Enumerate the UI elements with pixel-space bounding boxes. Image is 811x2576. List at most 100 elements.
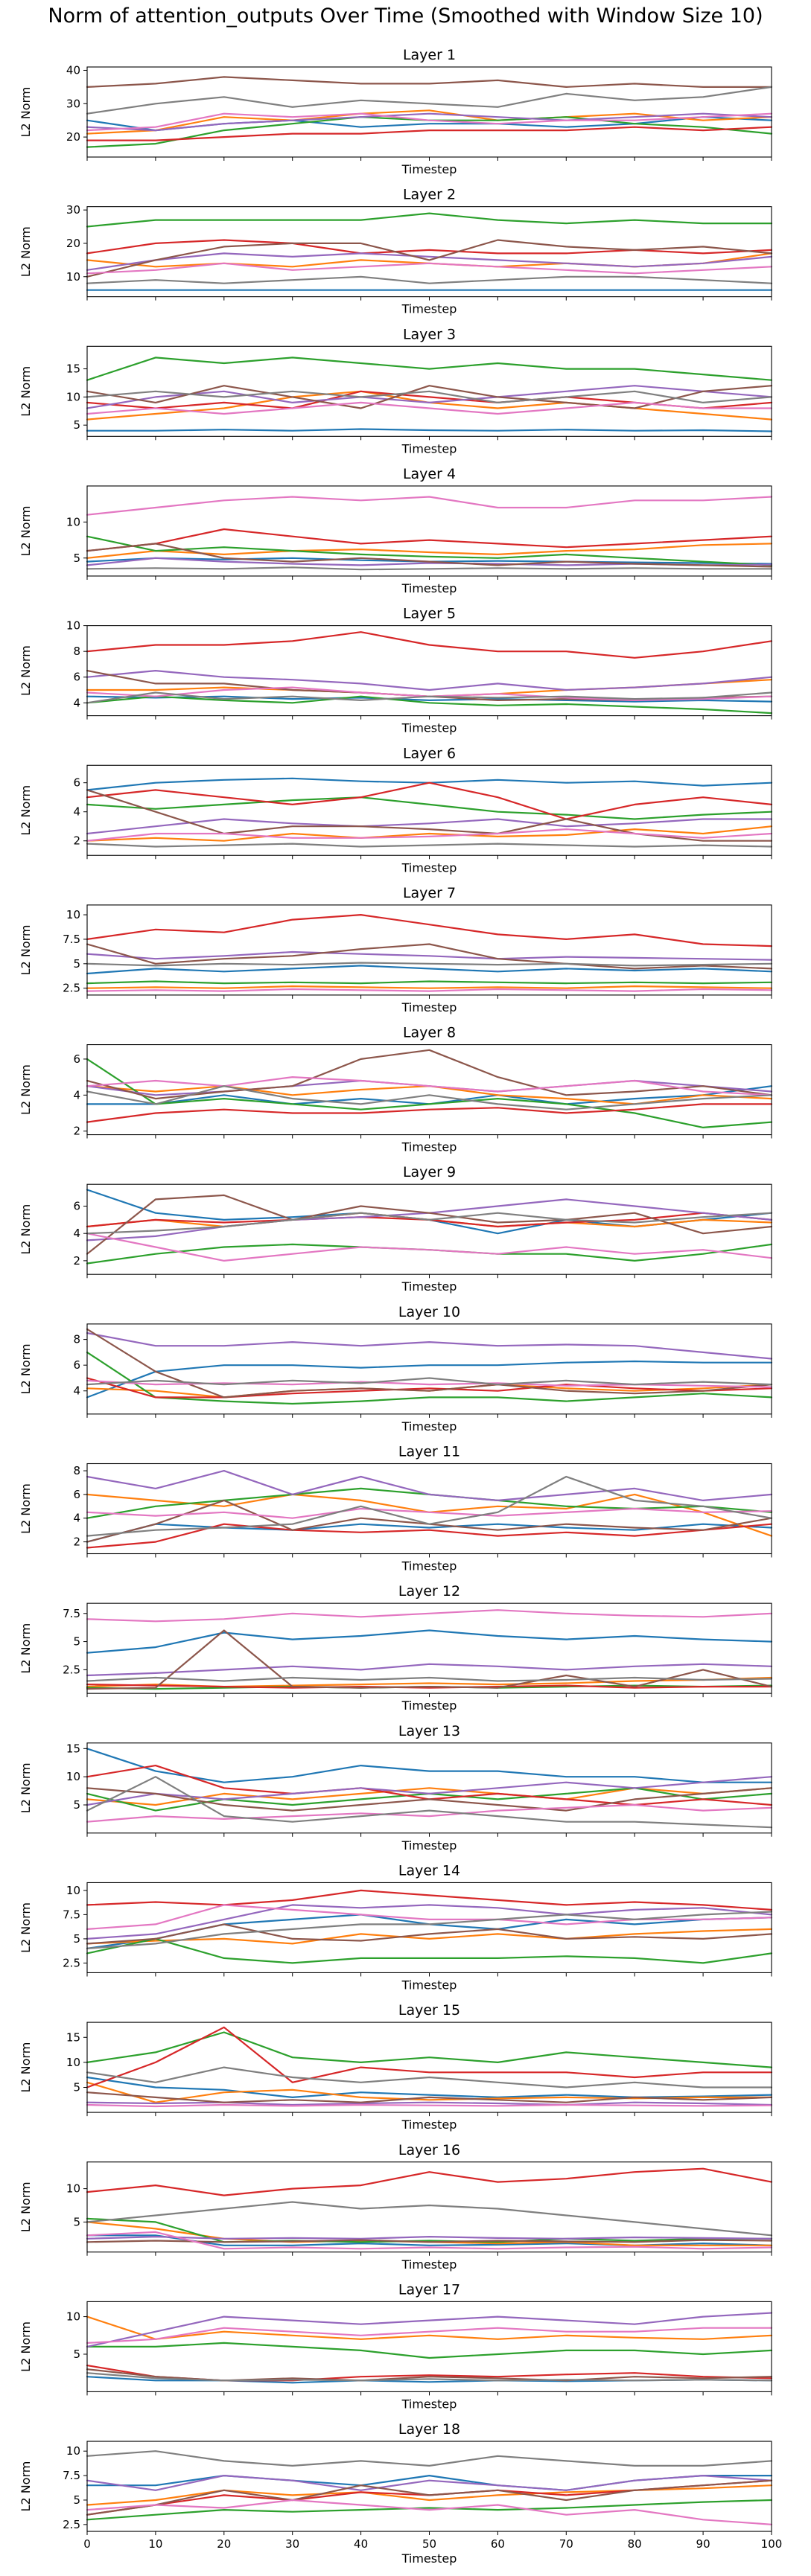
series-line-1 xyxy=(86,1629,773,1654)
y-tick-label: 4 xyxy=(73,1088,80,1102)
series-line-8 xyxy=(86,275,773,284)
y-axis-label: L2 Norm xyxy=(19,1623,33,1674)
series-line-5 xyxy=(86,818,773,835)
x-tick-label: 20 xyxy=(217,2537,231,2551)
series-line-8 xyxy=(86,2372,773,2382)
y-tick-label: 30 xyxy=(66,97,80,110)
y-tick-label: 15 xyxy=(66,362,80,376)
panel-layer-4: Layer 4 5 10 Timestep L2 Norm xyxy=(19,466,773,595)
series-line-6 xyxy=(86,789,773,842)
x-axis-label: Timestep xyxy=(401,721,457,735)
series-line-5 xyxy=(86,1332,773,1360)
series-line-3 xyxy=(86,1937,773,1964)
panel-title: Layer 3 xyxy=(403,326,456,342)
series-line-7 xyxy=(86,262,773,275)
y-tick-label: 10 xyxy=(66,390,80,403)
series-line-3 xyxy=(86,695,773,715)
y-axis-label: L2 Norm xyxy=(19,1064,33,1115)
x-axis-label: Timestep xyxy=(401,581,457,595)
y-tick-label: 10 xyxy=(66,2444,80,2458)
panel-title: Layer 13 xyxy=(398,1723,460,1739)
panel-title: Layer 18 xyxy=(398,2421,460,2438)
y-tick-label: 2.5 xyxy=(63,2518,80,2531)
y-tick-label: 5 xyxy=(73,2348,80,2361)
series-line-7 xyxy=(86,1233,773,1262)
y-tick-label: 2 xyxy=(73,1535,80,1549)
panel-title: Layer 15 xyxy=(398,2002,460,2019)
series-line-5 xyxy=(86,2475,773,2491)
series-line-7 xyxy=(86,1076,773,1096)
series-line-3 xyxy=(86,116,773,148)
series-line-3 xyxy=(86,2499,773,2521)
x-axis-label: Timestep xyxy=(401,1698,457,1713)
panel-title: Layer 14 xyxy=(398,1862,460,1879)
series-line-8 xyxy=(86,1676,773,1682)
panel-layer-8: Layer 8 2 4 6 Timestep L2 Norm xyxy=(19,1025,773,1154)
y-tick-label: 4 xyxy=(73,1384,80,1398)
series-line-8 xyxy=(86,390,773,403)
series-line-7 xyxy=(86,496,773,516)
y-tick-label: 10 xyxy=(66,1884,80,1897)
panel-title: Layer 5 xyxy=(403,606,456,622)
series-line-7 xyxy=(86,112,773,132)
panel-layer-3: Layer 3 5 10 15 Timestep L2 Norm xyxy=(19,326,773,456)
series-line-6 xyxy=(86,1328,773,1399)
panel-title: Layer 9 xyxy=(403,1164,456,1180)
y-tick-label: 2 xyxy=(73,1125,80,1138)
x-axis-label: Timestep xyxy=(401,1000,457,1014)
series-line-4 xyxy=(86,2026,773,2088)
series-line-7 xyxy=(86,828,773,842)
panel-title: Layer 11 xyxy=(398,1444,460,1460)
series-line-7 xyxy=(86,988,773,992)
x-tick-label: 50 xyxy=(422,2537,436,2551)
series-line-1 xyxy=(86,428,773,432)
y-axis-label: L2 Norm xyxy=(19,1204,33,1255)
y-tick-label: 5 xyxy=(73,2215,80,2228)
series-line-4 xyxy=(86,1523,773,1549)
y-tick-label: 5 xyxy=(73,1798,80,1812)
series-line-1 xyxy=(86,777,773,791)
series-line-8 xyxy=(86,2066,773,2088)
series-line-3 xyxy=(86,535,773,566)
panel-layer-9: Layer 9 2 4 6 Timestep L2 Norm xyxy=(19,1164,773,1294)
series-line-8 xyxy=(86,1085,773,1110)
y-tick-label: 5 xyxy=(73,2493,80,2507)
series-line-6 xyxy=(86,1923,773,1945)
y-tick-label: 5 xyxy=(73,2080,80,2094)
y-tick-label: 20 xyxy=(66,130,80,144)
series-line-8 xyxy=(86,566,773,571)
y-tick-label: 5 xyxy=(73,957,80,971)
series-line-8 xyxy=(86,1212,773,1235)
y-tick-label: 5 xyxy=(73,1932,80,1946)
y-tick-label: 2.5 xyxy=(63,1663,80,1676)
y-tick-label: 15 xyxy=(66,1742,80,1755)
panel-layer-5: Layer 5 4 6 8 10 Timestep L2 Norm xyxy=(19,606,773,735)
y-tick-label: 6 xyxy=(73,1200,80,1213)
y-axis-label: L2 Norm xyxy=(19,785,33,836)
panel-layer-13: Layer 13 5 10 15 Timestep L2 Norm xyxy=(19,1723,773,1853)
x-axis-label: Timestep xyxy=(401,1279,457,1294)
y-axis-label: L2 Norm xyxy=(19,1902,33,1953)
y-axis-label: L2 Norm xyxy=(19,366,33,417)
panel-layer-16: Layer 16 5 10 Timestep L2 Norm xyxy=(19,2142,773,2272)
series-line-1 xyxy=(86,1748,773,1783)
panel-layer-7: Layer 7 2.5 5 7.5 10 Timestep L2 Norm xyxy=(19,885,773,1014)
series-line-6 xyxy=(86,1629,773,1690)
series-line-6 xyxy=(86,1499,773,1543)
series-line-3 xyxy=(86,2031,773,2068)
series-line-1 xyxy=(86,1189,773,1235)
series-line-5 xyxy=(86,2312,773,2348)
panel-title: Layer 8 xyxy=(403,1025,456,1041)
series-line-1 xyxy=(86,1360,773,1399)
series-line-6 xyxy=(86,239,773,278)
series-line-5 xyxy=(86,252,773,271)
panel-layer-15: Layer 15 5 10 15 Timestep L2 Norm xyxy=(19,2002,773,2132)
plot-frame xyxy=(86,764,772,856)
panel-layer-1: Layer 1 20 30 40 Timestep L2 Norm xyxy=(19,47,773,176)
panel-title: Layer 16 xyxy=(398,2142,460,2158)
y-tick-label: 6 xyxy=(73,776,80,790)
y-tick-label: 6 xyxy=(73,1052,80,1066)
series-line-7 xyxy=(86,1609,773,1623)
series-line-7 xyxy=(86,2103,773,2108)
y-tick-label: 10 xyxy=(66,2182,80,2196)
